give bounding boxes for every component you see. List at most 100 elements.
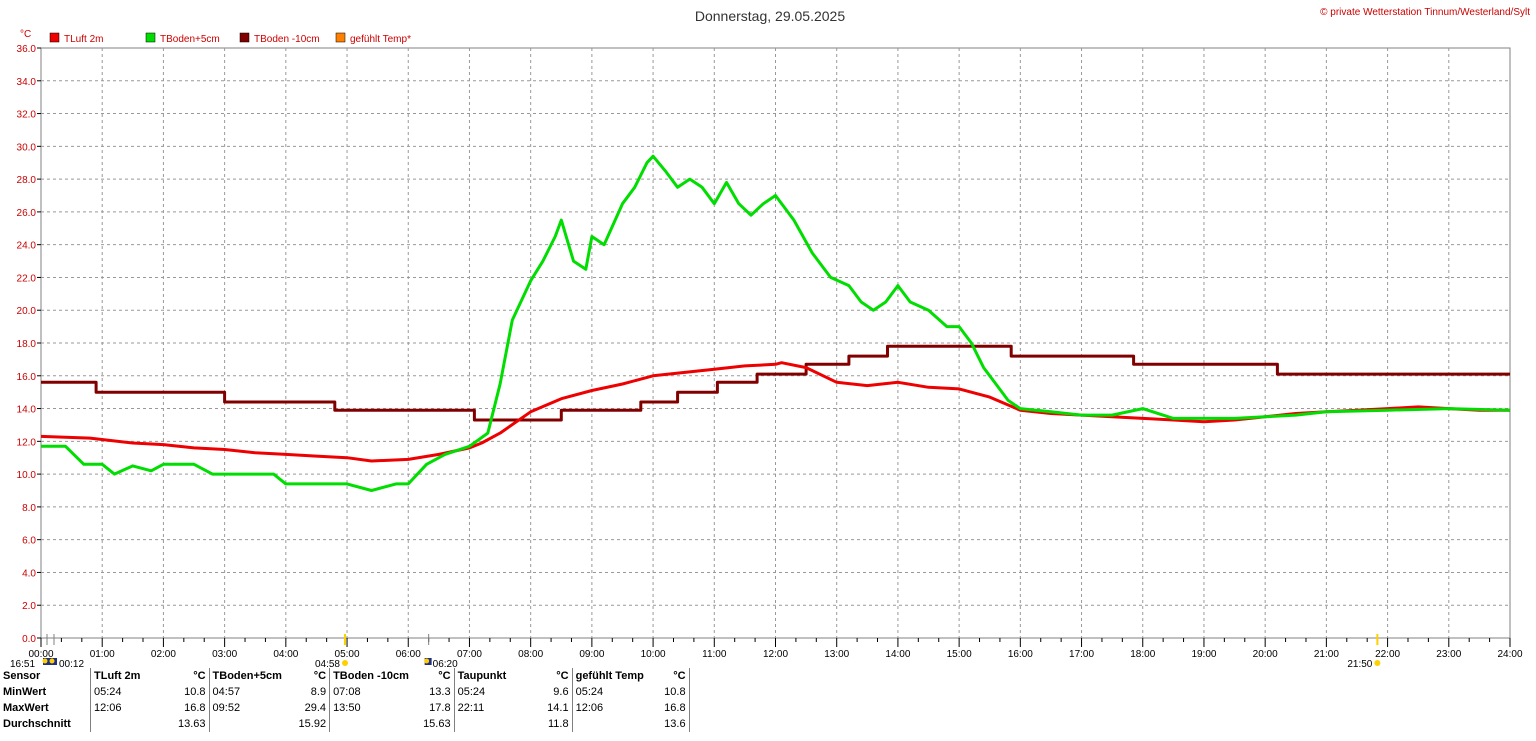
stats-cell-time: 05:24	[575, 686, 604, 698]
y-tick-label: 32.0	[17, 110, 37, 121]
x-tick-label: 05:00	[335, 649, 360, 660]
stats-cell-value: 15.92	[295, 716, 331, 732]
y-tick-label: 34.0	[17, 77, 37, 88]
grid	[41, 48, 1510, 638]
x-tick-label: 03:00	[212, 649, 237, 660]
stats-row-label: MinWert	[0, 684, 91, 700]
stats-header-tluft-unit: °C	[175, 668, 210, 684]
y-tick-label: 8.0	[22, 503, 36, 514]
event-time-label: 16:51	[10, 659, 35, 668]
stats-row-min: MinWert 05:24 10.8 04:57 8.9 07:08 13.3 …	[0, 684, 690, 700]
y-tick-label: 12.0	[17, 437, 37, 448]
x-tick-label: 10:00	[641, 649, 666, 660]
x-tick-label: 08:00	[518, 649, 543, 660]
series-line-1	[41, 154, 1511, 492]
stats-header-tb10: TBoden -10cm	[333, 670, 409, 682]
sunset-icon	[1374, 660, 1381, 666]
y-tick-label: 26.0	[17, 208, 37, 219]
y-tick-label: 14.0	[17, 405, 37, 416]
x-tick-label: 00:00	[28, 649, 53, 660]
x-tick-label: 04:00	[273, 649, 298, 660]
y-tick-label: 20.0	[17, 306, 37, 317]
x-tick-label: 11:00	[702, 649, 727, 660]
stats-header-row: Sensor TLuft 2m °C TBoden+5cm °C TBoden …	[0, 668, 690, 684]
legend-label: TBoden -10cm	[254, 34, 320, 45]
x-tick-label: 13:00	[824, 649, 849, 660]
chart-title: Donnerstag, 29.05.2025	[695, 8, 845, 24]
y-tick-label: 22.0	[17, 273, 37, 284]
y-tick-label: 4.0	[22, 568, 36, 579]
stats-cell-value: 13.63	[175, 716, 210, 732]
stats-cell-value: 10.8	[175, 684, 210, 700]
astro-events: 16:51 00:12 04:58 06:20 21:50	[10, 634, 1381, 668]
y-tick-label: 16.0	[17, 372, 37, 383]
legend: TLuft 2m TBoden+5cm TBoden -10cm gefühlt Te…	[49, 32, 411, 45]
y-tick-label: 30.0	[17, 142, 37, 153]
stats-cell-value: 14.1	[530, 700, 573, 716]
y-tick-label: 2.0	[22, 601, 36, 612]
event-time-label: 06:20	[433, 659, 458, 668]
y-tick-label: 24.0	[17, 241, 37, 252]
stats-cell-time: 22:11	[457, 702, 485, 714]
stats-header-tb5-unit: °C	[295, 668, 331, 684]
stats-header-gefuehlt-unit: °C	[658, 668, 690, 684]
event-time-label: 00:12	[59, 659, 84, 668]
x-tick-label: 18:00	[1130, 649, 1155, 660]
stats-cell-time: 05:24	[457, 686, 486, 698]
x-tick-label: 17:00	[1069, 649, 1094, 660]
legend-label: TLuft 2m	[64, 34, 103, 45]
legend-swatch	[239, 32, 250, 43]
x-tick-label: 23:00	[1436, 649, 1461, 660]
x-tick-label: 19:00	[1191, 649, 1216, 660]
moonset-icon-glyph	[42, 658, 48, 664]
legend-swatch	[145, 32, 156, 43]
stats-cell-value: 17.8	[420, 700, 455, 716]
stats-header-sensor: Sensor	[0, 668, 91, 684]
x-tick-label: 09:00	[579, 649, 604, 660]
stats-cell-time: 09:52	[212, 702, 241, 714]
y-tick-label: 18.0	[17, 339, 37, 350]
stats-cell-time: 04:57	[212, 686, 241, 698]
event-time-label: 04:58	[315, 659, 340, 668]
x-tick-label: 20:00	[1253, 649, 1278, 660]
x-tick-label: 07:00	[457, 649, 482, 660]
legend-swatch	[335, 32, 346, 43]
stats-cell-time	[454, 716, 531, 732]
stats-cell-time: 12:06	[575, 702, 604, 714]
stats-row-label: Durchschnitt	[0, 716, 91, 732]
x-tick-label: 16:00	[1008, 649, 1033, 660]
stats-cell-value: 9.6	[530, 684, 573, 700]
stats-header-taupunkt: Taupunkt	[457, 670, 507, 682]
stats-row-avg: Durchschnitt 13.63 15.92 15.63 11.8 13.6	[0, 716, 690, 732]
sunrise-icon	[342, 660, 349, 666]
x-tick-label: 12:00	[763, 649, 788, 660]
legend-label: TBoden+5cm	[160, 34, 220, 45]
stats-cell-time	[209, 716, 296, 732]
stats-cell-time: 12:06	[94, 702, 122, 714]
legend-label: gefühlt Temp*	[350, 34, 411, 45]
stats-cell-value: 13.3	[420, 684, 455, 700]
moonrise-icon-glyph	[424, 658, 430, 664]
x-tick-label: 01:00	[90, 649, 115, 660]
stats-row-max: MaxWert 12:06 16.8 09:52 29.4 13:50 17.8…	[0, 700, 690, 716]
y-tick-label: 6.0	[22, 536, 36, 547]
stats-table: Sensor TLuft 2m °C TBoden+5cm °C TBoden …	[0, 668, 690, 732]
x-tick-label: 02:00	[151, 649, 176, 660]
stats-cell-value: 16.8	[175, 700, 210, 716]
copyright-text: © private Wetterstation Tinnum/Westerlan…	[1320, 7, 1530, 18]
stats-header-taupunkt-unit: °C	[530, 668, 573, 684]
moon-icon-glyph	[49, 658, 55, 664]
temperature-chart: Donnerstag, 29.05.2025 © private Wetters…	[10, 7, 1530, 668]
y-tick-label: 28.0	[17, 175, 37, 186]
stats-header-tb10-unit: °C	[420, 668, 455, 684]
stats-cell-value: 29.4	[295, 700, 331, 716]
y-tick-label: 0.0	[22, 634, 36, 645]
x-tick-label: 06:00	[396, 649, 421, 660]
stats-cell-time: 05:24	[94, 686, 122, 698]
stats-cell-time: 07:08	[333, 686, 361, 698]
stats-cell-time	[91, 716, 176, 732]
legend-swatch	[49, 32, 60, 43]
stats-cell-value: 11.8	[530, 716, 573, 732]
stats-cell-value: 13.6	[658, 716, 690, 732]
stats-header-tluft: TLuft 2m	[94, 670, 141, 682]
